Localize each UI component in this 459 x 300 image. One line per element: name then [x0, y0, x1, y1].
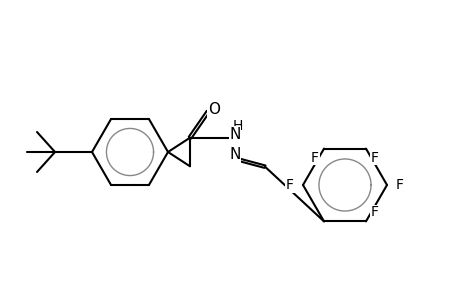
Text: F: F — [285, 178, 293, 192]
Text: H: H — [232, 119, 243, 133]
Text: F: F — [310, 151, 318, 165]
Text: F: F — [395, 178, 403, 192]
Text: F: F — [370, 205, 378, 219]
Text: F: F — [370, 151, 378, 165]
Text: N: N — [229, 127, 240, 142]
Text: N: N — [229, 147, 240, 162]
Text: O: O — [207, 102, 219, 117]
